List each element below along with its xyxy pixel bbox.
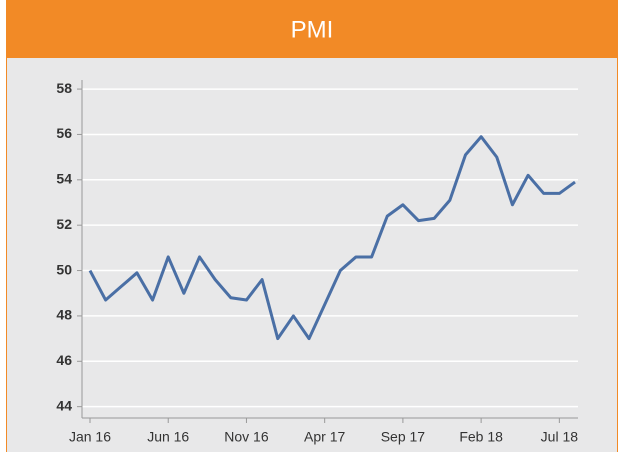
y-tick-label: 48 [56, 307, 72, 323]
x-tick-label: Jul 18 [541, 429, 579, 445]
y-tick-label: 52 [56, 216, 72, 232]
y-tick-label: 44 [56, 397, 72, 413]
plot-panel [6, 58, 618, 452]
x-tick-label: Jan 16 [69, 429, 111, 445]
x-tick-label: Nov 16 [224, 429, 269, 445]
y-tick-label: 56 [56, 125, 72, 141]
y-tick-label: 46 [56, 352, 72, 368]
y-tick-label: 50 [56, 261, 72, 277]
header-bar [6, 0, 618, 58]
y-tick-label: 58 [56, 80, 72, 96]
x-tick-label: Sep 17 [381, 429, 426, 445]
x-tick-label: Apr 17 [304, 429, 345, 445]
y-tick-label: 54 [56, 171, 72, 187]
line [88, 135, 576, 341]
x-tick-label: Jun 16 [147, 429, 189, 445]
x-tick-label: Feb 18 [459, 429, 503, 445]
chart-title: PMI [291, 16, 334, 43]
